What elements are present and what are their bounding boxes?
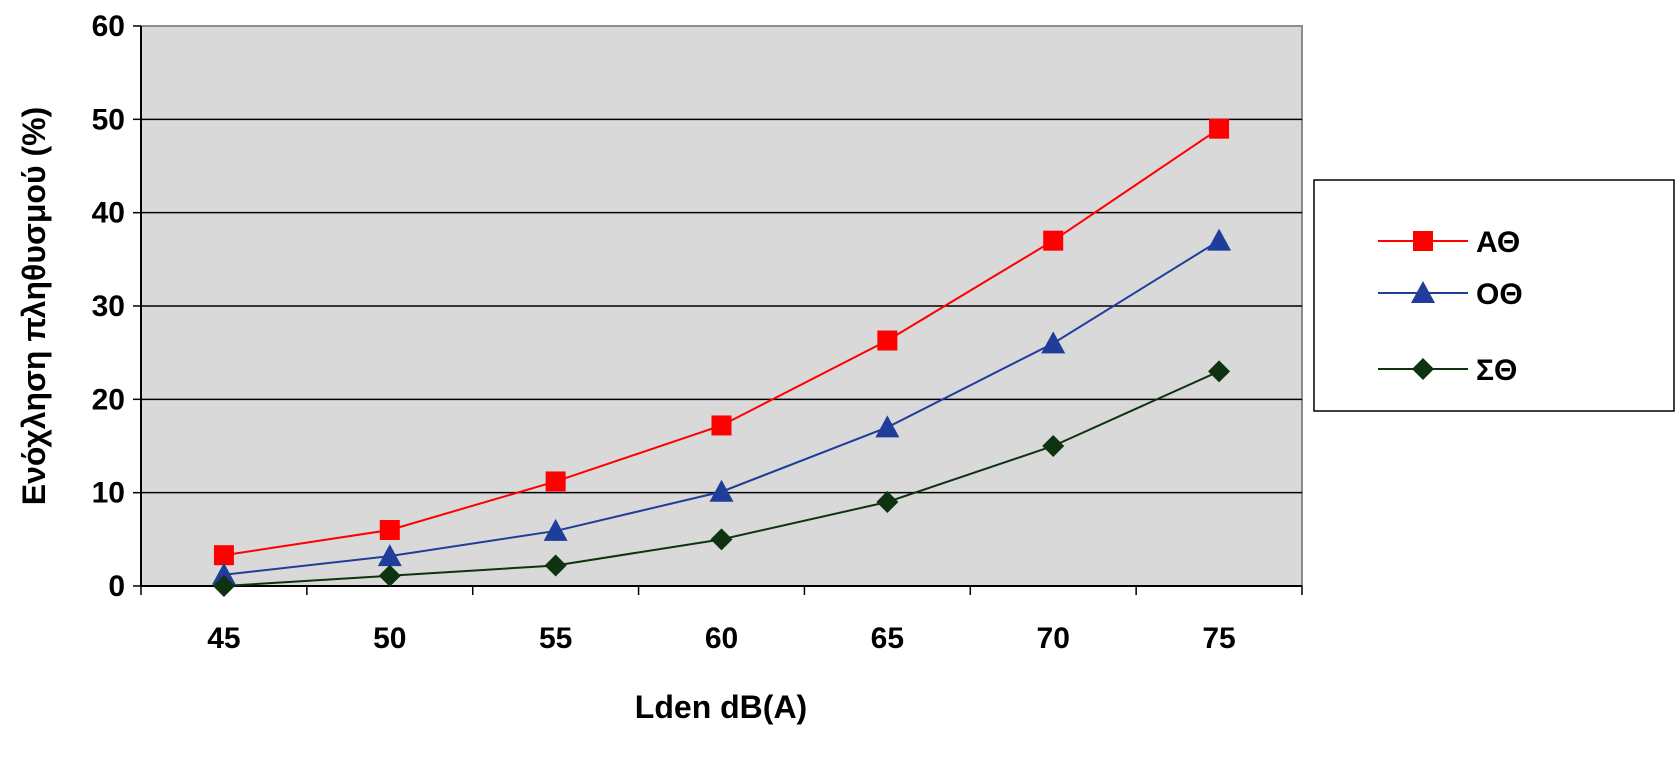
y-tick-label: 20 — [92, 383, 125, 416]
x-tick-label: 65 — [871, 622, 904, 655]
data-point — [378, 564, 401, 587]
data-point — [212, 575, 235, 597]
data-point — [875, 415, 900, 438]
gridlines — [141, 118, 1302, 494]
y-tick-label: 60 — [92, 10, 125, 43]
data-point — [876, 491, 899, 513]
x-tick-label: 75 — [1202, 622, 1235, 655]
y-tick-label: 40 — [92, 197, 125, 230]
legend-label: ΟΘ — [1476, 278, 1523, 311]
data-point — [1043, 230, 1064, 251]
data-point — [710, 528, 733, 551]
legend: ΑΘ ΟΘ ΣΘ — [1313, 179, 1675, 412]
data-point — [877, 330, 898, 351]
legend-box — [1313, 179, 1675, 412]
data-point — [711, 415, 732, 436]
legend-label: ΣΘ — [1476, 354, 1517, 387]
data-point — [544, 554, 567, 577]
legend-marker — [1412, 358, 1434, 380]
data-point — [211, 562, 236, 585]
data-markers — [211, 118, 1232, 597]
tick-labels: 0 10 20 30 40 50 60 45 50 55 60 65 70 75 — [92, 10, 1236, 655]
y-tick-label: 0 — [108, 570, 125, 603]
legend-marker — [1413, 231, 1433, 251]
data-point — [377, 544, 402, 567]
data-point — [1208, 360, 1231, 383]
data-point — [1042, 435, 1065, 457]
data-point — [213, 545, 234, 566]
x-tick-label: 60 — [705, 622, 738, 655]
x-tick-label: 55 — [539, 622, 572, 655]
data-point — [1209, 118, 1230, 139]
y-tick-label: 30 — [92, 290, 125, 323]
data-point — [709, 479, 734, 502]
data-point — [545, 471, 566, 492]
data-point — [1207, 228, 1232, 251]
x-tick-label: 50 — [373, 622, 406, 655]
legend-label: ΑΘ — [1476, 226, 1520, 259]
data-point — [379, 520, 400, 540]
legend-marker — [1411, 281, 1435, 303]
x-tick-label: 70 — [1037, 622, 1070, 655]
y-tick-label: 10 — [92, 477, 125, 510]
y-axis-title: Ενόχληση πληθυσμού (%) — [16, 107, 52, 506]
data-point — [1041, 331, 1066, 354]
x-tick-label: 45 — [207, 622, 240, 655]
axes — [133, 25, 1303, 595]
y-tick-label: 50 — [92, 103, 125, 136]
x-axis-title: Lden dB(A) — [635, 689, 807, 725]
data-point — [543, 518, 568, 541]
